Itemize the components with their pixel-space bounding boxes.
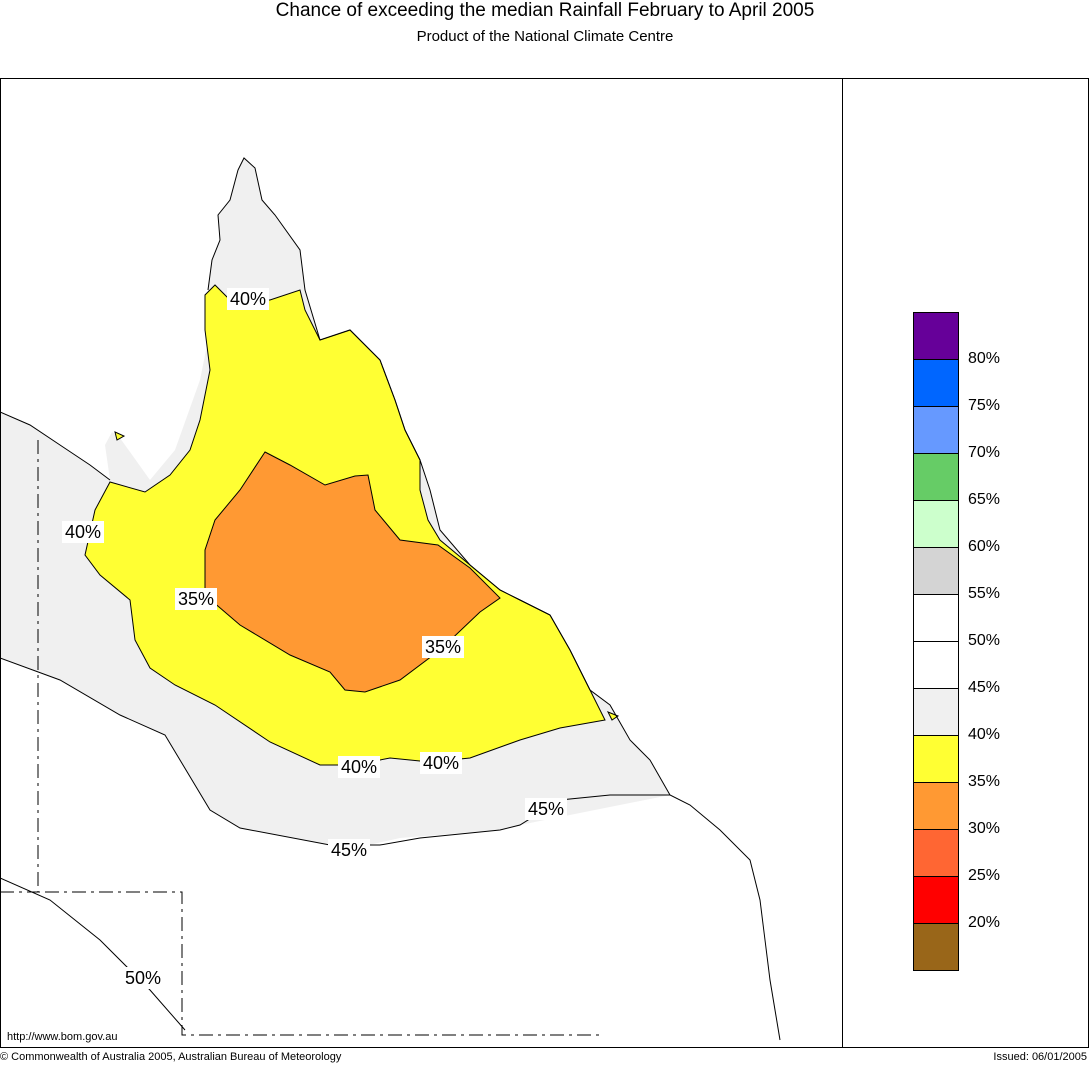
- legend-label: 20%: [968, 914, 1001, 931]
- legend-swatch: [913, 312, 959, 359]
- copyright: © Commonwealth of Australia 2005, Austra…: [0, 1051, 342, 1063]
- legend-swatch: [913, 735, 959, 782]
- contour-50: [0, 877, 186, 1031]
- map-area: 40% 40% 35% 35% 40% 40% 45% 45% 50%: [0, 78, 843, 1048]
- legend-label: 50%: [968, 632, 1001, 649]
- legend-swatch: [913, 688, 959, 735]
- coastline: [0, 157, 781, 1041]
- contour-label-45: 45%: [525, 798, 568, 820]
- contour-label-40: 40%: [420, 752, 463, 774]
- legend-swatch: [913, 594, 959, 641]
- map-subtitle: Product of the National Climate Centre: [416, 28, 674, 45]
- legend-swatch: [913, 547, 959, 594]
- legend-label: 25%: [968, 867, 1001, 884]
- contour-label-35: 35%: [422, 636, 465, 658]
- map-frame: [0, 78, 1089, 1048]
- legend-divider: [842, 78, 843, 1048]
- legend-swatch: [913, 829, 959, 876]
- legend-swatch: [913, 359, 959, 406]
- contour-label-40: 40%: [227, 288, 270, 310]
- contour-label-40: 40%: [62, 521, 105, 543]
- map-title: Chance of exceeding the median Rainfall …: [275, 0, 815, 21]
- legend-swatch: [913, 500, 959, 547]
- legend-swatch: [913, 453, 959, 500]
- contour-label-45: 45%: [328, 839, 371, 861]
- legend-swatch: [913, 406, 959, 453]
- contour-label-35: 35%: [175, 588, 218, 610]
- legend-label: 55%: [968, 585, 1001, 602]
- legend-swatch: [913, 923, 959, 971]
- legend-label: 75%: [968, 397, 1001, 414]
- queensland-map: [0, 157, 781, 1041]
- legend-label: 60%: [968, 538, 1001, 555]
- legend-label: 35%: [968, 773, 1001, 790]
- contour-label-40: 40%: [338, 756, 381, 778]
- legend-swatch: [913, 641, 959, 688]
- legend-label: 45%: [968, 679, 1001, 696]
- legend-swatch: [913, 782, 959, 829]
- island-yellow-a: [114, 431, 126, 441]
- legend-label: 30%: [968, 820, 1001, 837]
- bom-url: http://www.bom.gov.au: [7, 1031, 118, 1043]
- island-yellow-b: [606, 711, 620, 721]
- issued-date: Issued: 06/01/2005: [993, 1051, 1087, 1063]
- legend-swatch: [913, 876, 959, 923]
- legend-label: 70%: [968, 444, 1001, 461]
- legend-label: 65%: [968, 491, 1001, 508]
- legend: [913, 312, 959, 971]
- legend-label: 40%: [968, 726, 1001, 743]
- legend-label: 80%: [968, 350, 1001, 367]
- contour-label-50: 50%: [122, 967, 165, 989]
- state-border: [37, 440, 600, 1036]
